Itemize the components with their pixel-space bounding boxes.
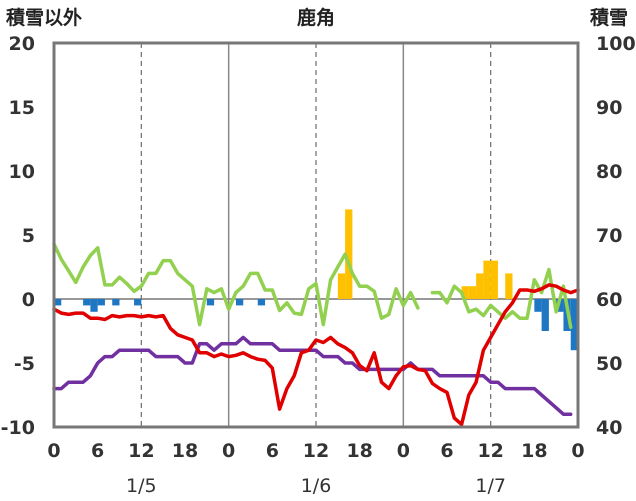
precip-bar bbox=[468, 286, 477, 299]
left-tick-label: 20 bbox=[9, 33, 35, 55]
snow-change-bar bbox=[54, 299, 62, 306]
precip-bar bbox=[505, 273, 513, 299]
right-tick-label: 70 bbox=[596, 225, 622, 247]
right-tick-label: 40 bbox=[596, 417, 622, 439]
x-tick-label: 12 bbox=[303, 440, 329, 462]
date-label: 1/7 bbox=[475, 475, 506, 497]
x-tick-label: 0 bbox=[571, 440, 584, 462]
right-tick-label: 80 bbox=[596, 161, 622, 183]
snow-change-bar bbox=[83, 299, 91, 306]
x-tick-label: 0 bbox=[397, 440, 410, 462]
x-tick-label: 0 bbox=[222, 440, 235, 462]
snow-change-bar bbox=[570, 299, 578, 351]
snow-change-bar bbox=[206, 299, 215, 306]
x-tick-label: 6 bbox=[91, 440, 104, 462]
chart-title: 鹿角 bbox=[297, 6, 335, 29]
left-tick-label: 10 bbox=[9, 161, 35, 183]
left-axis-label: 積雪以外 bbox=[6, 6, 82, 29]
precip-bar bbox=[476, 273, 484, 299]
x-tick-label: 0 bbox=[47, 440, 60, 462]
snow-change-bar bbox=[534, 299, 542, 312]
x-tick-label: 18 bbox=[346, 440, 372, 462]
left-tick-label: 0 bbox=[22, 289, 35, 311]
x-tick-label: 18 bbox=[172, 440, 198, 462]
x-tick-label: 18 bbox=[521, 440, 547, 462]
x-tick-label: 6 bbox=[440, 440, 453, 462]
precip-bar bbox=[337, 273, 346, 299]
right-tick-label: 100 bbox=[596, 33, 636, 55]
right-tick-label: 60 bbox=[596, 289, 622, 311]
date-label: 1/6 bbox=[301, 475, 332, 497]
snow-change-bar bbox=[97, 299, 105, 306]
x-tick-label: 12 bbox=[477, 440, 503, 462]
left-tick-label: 15 bbox=[9, 97, 35, 119]
snow-change-bar bbox=[90, 299, 98, 312]
date-label: 1/5 bbox=[126, 475, 157, 497]
precip-bar bbox=[490, 260, 498, 299]
x-tick-label: 12 bbox=[128, 440, 154, 462]
snow-change-bar bbox=[257, 299, 266, 306]
precip-bar bbox=[461, 286, 469, 299]
x-tick-label: 6 bbox=[266, 440, 279, 462]
line-series bbox=[52, 242, 580, 427]
right-axis-label: 積雪 bbox=[590, 6, 628, 29]
temperature-line bbox=[52, 283, 580, 427]
snow-depth-line bbox=[52, 335, 573, 416]
right-tick-label: 90 bbox=[596, 97, 622, 119]
snow-change-bar bbox=[541, 299, 549, 331]
right-tick-label: 50 bbox=[596, 353, 622, 375]
left-tick-label: -5 bbox=[14, 353, 35, 375]
snow-change-bar bbox=[134, 299, 142, 306]
snow-change-bar bbox=[235, 299, 244, 306]
grid-lines bbox=[54, 43, 578, 427]
precip-bar bbox=[483, 260, 491, 299]
left-tick-label: 5 bbox=[22, 225, 35, 247]
plot-frame bbox=[52, 41, 580, 429]
left-tick-label: -10 bbox=[1, 417, 35, 439]
snow-change-bar bbox=[112, 299, 120, 306]
precip-bar bbox=[345, 209, 353, 299]
